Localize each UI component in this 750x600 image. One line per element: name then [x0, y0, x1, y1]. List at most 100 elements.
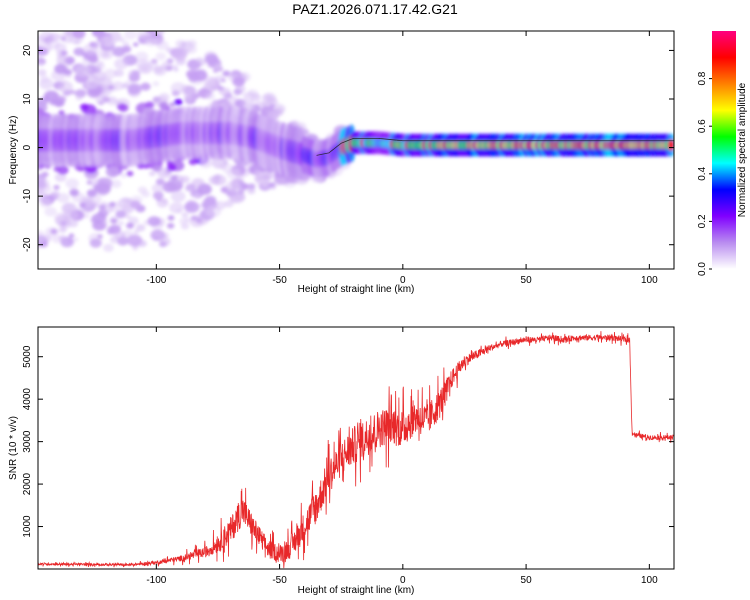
spectrogram-cell [139, 240, 148, 247]
colorbar-tick-label: 0.8 [697, 71, 708, 85]
figure-title: PAZ1.2026.071.17.42.G21 [292, 1, 458, 17]
spectrogram-cell [114, 69, 124, 77]
spectrogram-cell [89, 41, 96, 47]
spectrogram-cell [98, 204, 106, 211]
spectrogram-cell [155, 52, 167, 61]
spectrogram-cell [41, 234, 52, 243]
spectrogram-cell [102, 96, 111, 103]
spectrogram-cell [214, 201, 226, 210]
spectrogram-cell [56, 193, 70, 203]
spectrogram-cell [225, 180, 241, 192]
spectrogram-cell [75, 95, 83, 101]
spectrogram-cell [147, 216, 161, 227]
spectrogram-cell [113, 58, 129, 70]
spectrogram-cell [140, 82, 151, 91]
spectrogram-cell [133, 229, 140, 235]
spectrogram-cell [235, 84, 246, 93]
spectrogram-cell [232, 77, 245, 87]
spectrogram-cell [126, 170, 134, 177]
snr-y-tick-label: 5000 [22, 345, 33, 368]
spectrogram-cell [181, 212, 189, 218]
spectrogram-cell [38, 47, 49, 56]
colorbar-tick-label: 0.4 [697, 166, 708, 180]
spectrogram-cell [173, 67, 179, 72]
spectrogram-cell [132, 42, 139, 47]
spectrogram-y-tick-label: -10 [22, 188, 33, 203]
snr-series [38, 331, 674, 569]
spectrogram-cell [53, 184, 60, 190]
spectrogram-cell [123, 31, 138, 40]
snr-y-tick-label: 3000 [22, 430, 33, 453]
spectrogram-cell [169, 102, 176, 107]
spectrogram-y-axis-label: Frequency (Hz) [8, 116, 19, 185]
snr-series-line [38, 331, 674, 569]
spectrogram-cell [112, 46, 126, 57]
spectrogram-cell [56, 55, 68, 65]
spectrogram-y-tick-label: 10 [22, 93, 33, 105]
spectrogram-cell [158, 92, 170, 102]
spectrogram-cell [137, 186, 148, 194]
spectrogram-cell [192, 69, 208, 82]
spectrogram-cell [43, 90, 59, 103]
spectrogram-cell [212, 68, 219, 73]
spectrogram-cell [86, 189, 97, 197]
spectrogram-cell [110, 179, 122, 189]
snr-frame [37, 326, 675, 570]
spectrogram-y-tick-label: 20 [22, 44, 33, 56]
snr-x-ticks: -100 -50 0 50 100 [146, 327, 658, 586]
spectrogram-cell [199, 158, 213, 169]
snr-panel: -100 -50 0 50 100 1000 2000 3000 4000 5000 Heigh… [8, 326, 675, 596]
spectrogram-y-tick-label: -20 [22, 237, 33, 252]
spectrogram-cell [54, 63, 68, 74]
spectrogram-cell [39, 75, 50, 83]
spectrogram-cell [195, 57, 204, 63]
spectrogram-cell [60, 50, 68, 56]
spectrogram-cell [130, 200, 141, 209]
spectrogram-cell [127, 83, 142, 95]
spectrogram-cell [180, 175, 190, 184]
spectrogram-cell [196, 218, 203, 223]
spectrogram-cell [144, 37, 157, 47]
spectrogram-cell [58, 86, 67, 93]
spectrogram-frame [37, 30, 675, 270]
spectrogram-cell [162, 181, 178, 193]
spectrogram-cell [250, 93, 261, 102]
spectrogram-cell [85, 78, 99, 90]
spectrogram-cell [109, 236, 120, 244]
spectrogram-cell [185, 44, 198, 54]
spectrogram-cell [157, 167, 172, 179]
spectrogram-cell [222, 70, 231, 77]
colorbar-tick-label: 0.6 [697, 119, 708, 133]
spectrogram-cell [253, 169, 263, 177]
spectrogram-cell [184, 217, 192, 223]
spectrogram-cell [117, 103, 127, 111]
spectrogram-cell [170, 82, 186, 94]
snr-y-tick-label: 2000 [22, 473, 33, 496]
spectrogram-cell [172, 48, 188, 60]
spectrogram-x-tick-label: 50 [521, 275, 533, 286]
spectrogram-cell [187, 39, 197, 48]
snr-x-tick-label: 0 [400, 575, 406, 586]
spectrogram-cell [121, 83, 129, 89]
spectrogram-cell [93, 183, 105, 193]
spectrogram-cell [128, 69, 141, 80]
snr-plot-area [38, 327, 674, 569]
spectrogram-cell [41, 171, 49, 178]
spectrogram-cell [116, 101, 122, 106]
spectrogram-cell [102, 51, 110, 58]
snr-x-tick-label: 50 [521, 575, 533, 586]
spectrogram-cell [126, 222, 134, 229]
spectrogram-cell [237, 175, 245, 181]
spectrogram-cell [39, 198, 52, 208]
spectrogram-cell [226, 168, 242, 180]
spectrogram-cell [267, 97, 279, 107]
spectrogram-cell [155, 178, 165, 186]
spectrogram-cell [174, 98, 183, 106]
spectrogram-cell [165, 47, 173, 53]
spectrogram-cell [184, 201, 200, 213]
spectrogram-cell [121, 197, 130, 204]
spectrogram-cell [166, 163, 177, 172]
spectrogram-cell [72, 31, 86, 39]
spectrogram-cell [269, 184, 277, 190]
